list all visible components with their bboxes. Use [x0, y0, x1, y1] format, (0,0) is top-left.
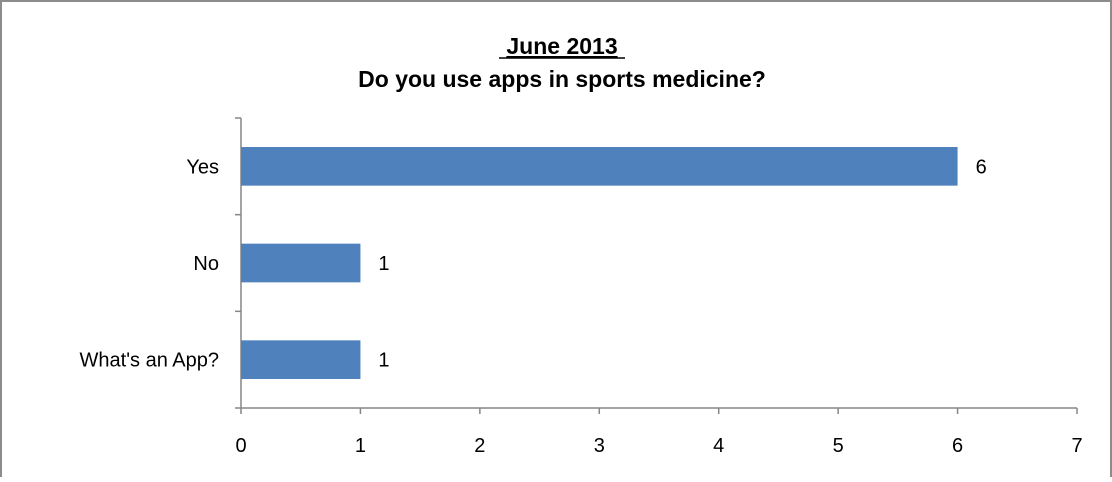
- category-label: Yes: [186, 156, 219, 178]
- labels-group: Yes 6 No 1 What's an App? 1 0 1 2 3 4 5 6 7: [80, 156, 1083, 457]
- bar-1: [241, 243, 361, 283]
- data-label: 1: [378, 253, 389, 275]
- x-tick-label: 1: [355, 435, 366, 457]
- bars-group: [241, 147, 958, 379]
- data-label: 6: [976, 156, 987, 178]
- x-tick-label: 5: [833, 435, 844, 457]
- data-label: 1: [378, 350, 389, 372]
- category-label: What's an App?: [80, 350, 219, 372]
- x-tick-label: 4: [713, 435, 724, 457]
- x-tick-label: 2: [474, 435, 485, 457]
- x-tick-label: 0: [235, 435, 246, 457]
- category-label: No: [193, 253, 219, 275]
- chart-title-question: Do you use apps in sports medicine?: [358, 66, 766, 92]
- x-tick-label: 7: [1071, 435, 1082, 457]
- bar-2: [241, 340, 361, 379]
- chart-title-date: June 2013: [506, 33, 617, 59]
- x-tick-label: 3: [594, 435, 605, 457]
- x-tick-label: 6: [952, 435, 963, 457]
- bar-0: [241, 147, 958, 186]
- ticks-group: [235, 117, 1078, 414]
